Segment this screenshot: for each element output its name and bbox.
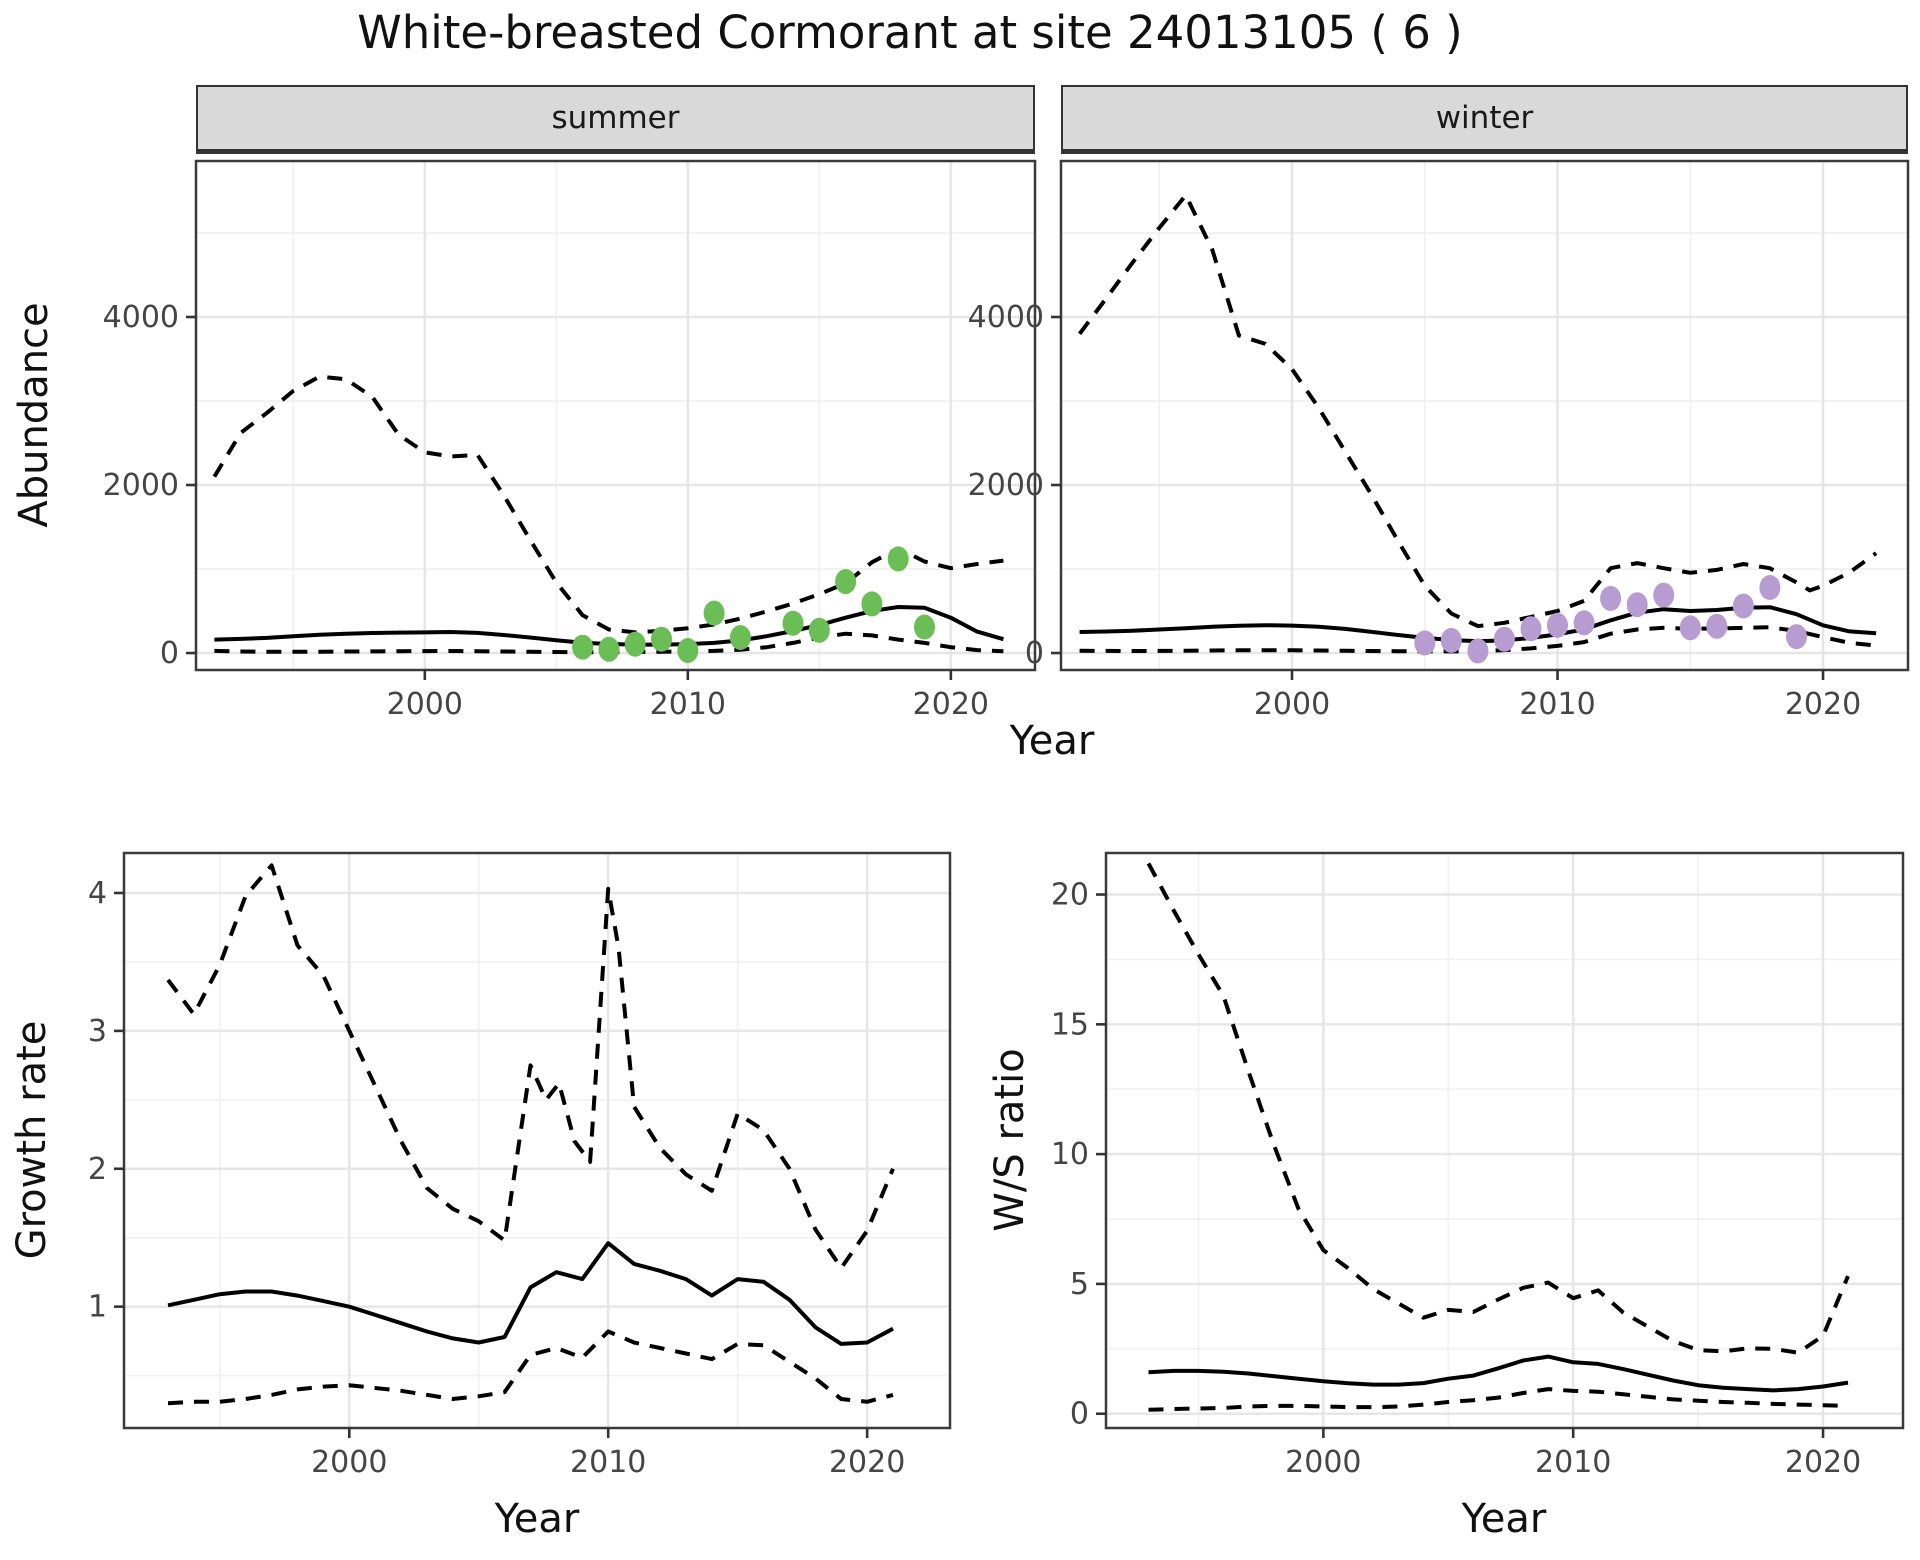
observation-point	[1732, 593, 1754, 619]
observation-point	[1600, 585, 1622, 611]
upper_95ci-line	[1078, 193, 1878, 629]
observation-point	[1626, 592, 1648, 618]
observation-point	[782, 610, 804, 636]
x-tick-label: 2010	[1519, 687, 1595, 722]
observation-point	[729, 625, 751, 650]
x-tick-label: 2000	[311, 1445, 387, 1480]
lower_95ci-line	[1148, 1387, 1849, 1412]
observation-point	[572, 634, 594, 660]
x-tick-label: 2010	[1535, 1445, 1611, 1480]
upper_95ci-line	[212, 374, 1004, 635]
observation-point	[861, 591, 883, 617]
observation-point	[1759, 575, 1781, 600]
upper_95ci-line	[1146, 862, 1850, 1355]
panel-border	[1059, 159, 1910, 672]
page-title: White-breasted Cormorant at site 2401310…	[357, 6, 1463, 59]
facet-strip-summer-label: summer	[551, 100, 680, 136]
y-tick-label: 2000	[968, 468, 1044, 503]
upper_95ci-line	[166, 863, 895, 1270]
panel-abundance-summer: 2000 2010 2020 0 2000 4000	[103, 159, 1037, 722]
panel-border	[122, 851, 952, 1430]
observation-point	[808, 617, 830, 643]
y-tick-label: 20	[1051, 878, 1089, 913]
observation-point	[703, 600, 725, 626]
x-axis-title-year-bottom-right: Year	[1461, 1496, 1547, 1542]
y-tick-label: 15	[1051, 1007, 1089, 1042]
y-axis-title-growth-rate: Growth rate	[9, 1020, 55, 1260]
y-axis-title-abundance: Abundance	[11, 302, 57, 528]
y-tick-label: 0	[1070, 1397, 1089, 1432]
x-tick-label: 2020	[1785, 687, 1861, 722]
mean-line	[1148, 1354, 1849, 1393]
observation-point	[835, 569, 857, 595]
observation-point	[1653, 582, 1675, 608]
x-tick-label: 2020	[913, 687, 989, 722]
observation-point	[1414, 630, 1436, 656]
x-tick-label: 2000	[1285, 1445, 1361, 1480]
observation-point	[914, 614, 935, 640]
x-axis-title-year-top: Year	[1009, 718, 1095, 764]
y-tick-label: 2	[88, 1152, 107, 1187]
panel-ws-ratio: 2000 2010 2020 0 5 10 15 20	[1051, 851, 1905, 1480]
facet-strip-summer: summer	[196, 85, 1035, 154]
observation-point	[1467, 638, 1489, 664]
observation-point	[1706, 613, 1728, 639]
observation-point	[1493, 626, 1515, 652]
observation-point	[1547, 612, 1568, 638]
panel-border	[194, 159, 1037, 672]
y-tick-label: 1	[88, 1290, 107, 1325]
y-tick-label: 5	[1070, 1267, 1089, 1302]
observation-point	[651, 626, 672, 652]
facet-strip-winter-label: winter	[1435, 100, 1534, 136]
lower_95ci-line	[167, 1329, 894, 1406]
observation-point	[598, 636, 620, 662]
observation-point	[1679, 615, 1701, 641]
panel-abundance-winter: 2000 2010 2020 0 2000 4000	[968, 159, 1910, 722]
x-axis-title-year-bottom-left: Year	[494, 1496, 580, 1542]
x-tick-label: 2010	[650, 687, 726, 722]
y-tick-label: 10	[1051, 1137, 1089, 1172]
x-tick-label: 2020	[829, 1445, 905, 1480]
observation-point	[1573, 610, 1595, 636]
y-tick-label: 3	[88, 1014, 107, 1049]
y-tick-label: 0	[1025, 636, 1044, 671]
observation-point	[624, 631, 646, 657]
panel-border	[1104, 851, 1905, 1430]
y-tick-label: 2000	[103, 468, 179, 503]
x-tick-label: 2000	[1254, 687, 1330, 722]
x-tick-label: 2020	[1785, 1445, 1861, 1480]
x-tick-label: 2000	[387, 687, 463, 722]
y-axis-title-ws-ratio: W/S ratio	[987, 1048, 1033, 1232]
observation-point	[677, 638, 699, 663]
y-tick-label: 4000	[968, 300, 1044, 335]
y-tick-label: 4	[88, 876, 107, 911]
mean-line	[167, 1241, 894, 1346]
y-tick-label: 4000	[103, 300, 179, 335]
y-tick-label: 0	[160, 636, 179, 671]
x-tick-label: 2010	[570, 1445, 646, 1480]
observation-point	[887, 546, 909, 572]
observation-point	[1786, 624, 1807, 650]
observation-point	[1440, 627, 1462, 653]
panel-growth-rate: 2000 2010 2020 1 2 3 4	[88, 851, 952, 1480]
facet-strip-winter: winter	[1061, 85, 1908, 154]
observation-point	[1520, 616, 1542, 642]
